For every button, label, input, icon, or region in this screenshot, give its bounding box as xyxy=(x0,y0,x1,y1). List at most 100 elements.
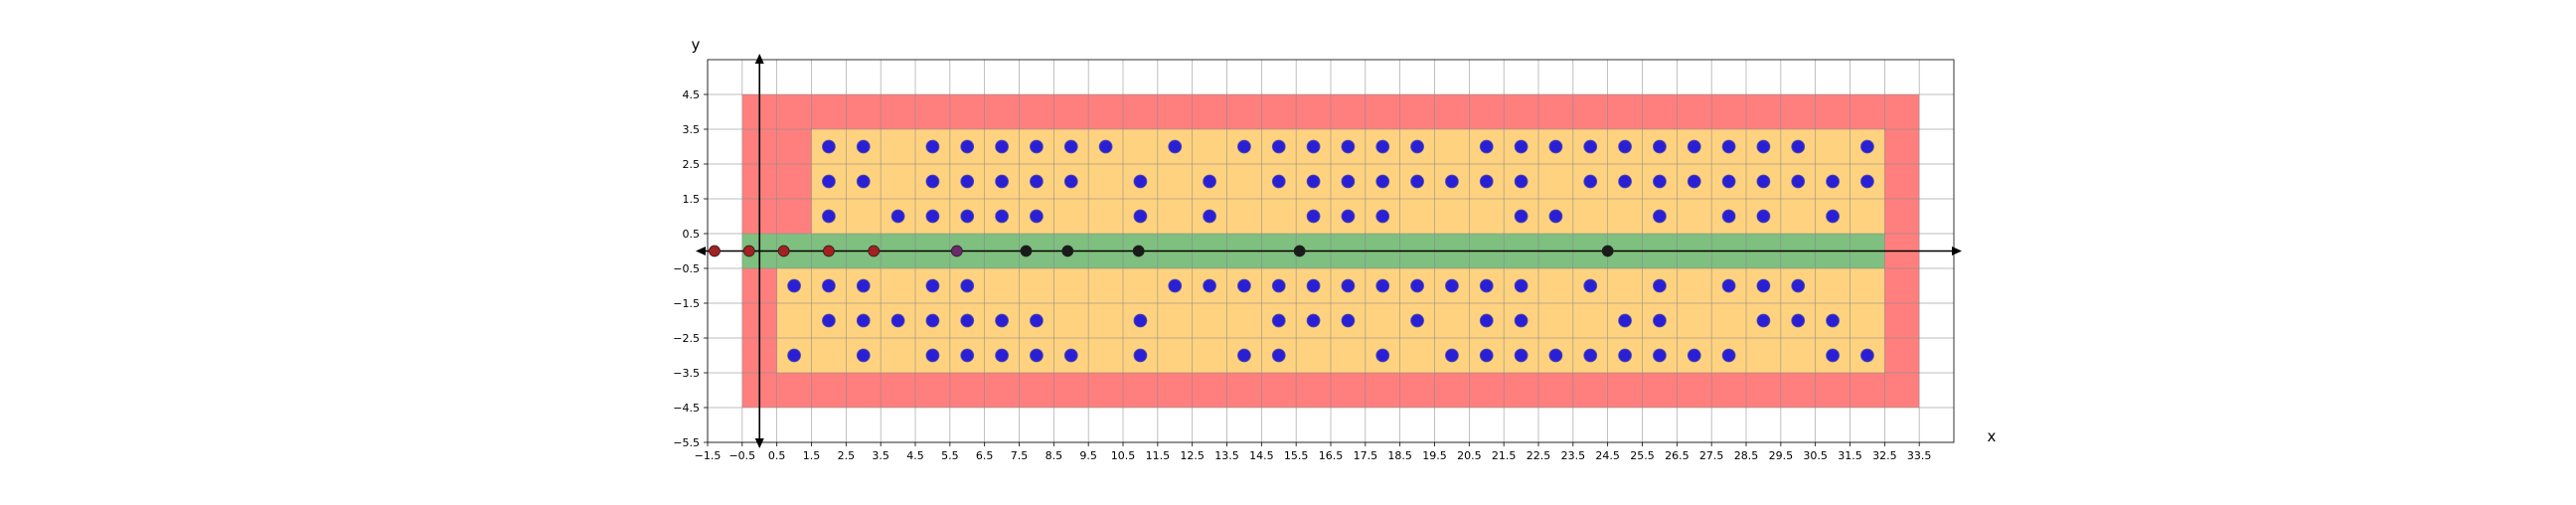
data-point xyxy=(1479,139,1494,154)
data-point xyxy=(1826,313,1840,328)
data-point xyxy=(1132,245,1145,257)
data-point xyxy=(1306,278,1321,293)
y-axis-label: y xyxy=(692,36,701,54)
data-point xyxy=(868,245,881,257)
x-tick-label: 11.5 xyxy=(1146,449,1171,462)
data-point xyxy=(1375,348,1390,363)
data-point xyxy=(890,313,905,328)
data-point xyxy=(823,245,835,257)
x-tick-label: 19.5 xyxy=(1422,449,1447,462)
data-point xyxy=(1514,209,1529,224)
y-tick-label: 1.5 xyxy=(683,193,701,206)
data-point xyxy=(1306,139,1321,154)
data-point xyxy=(960,348,975,363)
x-tick-label: 4.5 xyxy=(906,449,924,462)
data-point xyxy=(1548,348,1563,363)
data-point xyxy=(1271,139,1286,154)
data-point xyxy=(822,139,836,154)
data-point xyxy=(1271,313,1286,328)
data-point xyxy=(1756,313,1771,328)
x-axis-arrow-right xyxy=(1952,247,1962,255)
data-point xyxy=(822,313,836,328)
data-point xyxy=(1133,174,1148,189)
data-point xyxy=(1293,245,1306,257)
x-tick-label: 12.5 xyxy=(1180,449,1205,462)
data-point xyxy=(1375,174,1390,189)
data-point xyxy=(1133,348,1148,363)
x-tick-label: 14.5 xyxy=(1249,449,1274,462)
data-point xyxy=(1756,209,1771,224)
data-point xyxy=(1618,313,1632,328)
data-point xyxy=(856,174,871,189)
data-point xyxy=(925,209,940,224)
x-tick-label: 21.5 xyxy=(1492,449,1517,462)
data-point xyxy=(1271,348,1286,363)
x-axis-arrow-left xyxy=(696,247,706,255)
x-axis-label: x xyxy=(1988,427,1997,445)
data-point xyxy=(1826,209,1840,224)
data-point xyxy=(1030,209,1044,224)
x-tick-label: 24.5 xyxy=(1595,449,1620,462)
data-point xyxy=(1826,348,1840,363)
data-point xyxy=(1618,139,1632,154)
data-point xyxy=(1203,174,1216,189)
data-point xyxy=(1341,278,1356,293)
data-point xyxy=(1756,139,1771,154)
x-tick-label: 13.5 xyxy=(1214,449,1239,462)
data-point xyxy=(1375,139,1390,154)
data-point xyxy=(822,209,836,224)
data-point xyxy=(1756,174,1771,189)
data-point xyxy=(1098,139,1113,154)
y-tick-label: −1.5 xyxy=(673,297,700,310)
x-tick-label: 6.5 xyxy=(976,449,994,462)
data-point xyxy=(787,348,801,363)
x-tick-label: 2.5 xyxy=(838,449,856,462)
data-point xyxy=(1410,174,1424,189)
data-point xyxy=(1860,174,1874,189)
data-point xyxy=(1514,139,1529,154)
data-point xyxy=(1410,278,1424,293)
data-point xyxy=(1653,174,1667,189)
data-point xyxy=(1168,278,1183,293)
data-point xyxy=(1341,313,1356,328)
data-point xyxy=(1133,313,1148,328)
x-tick-label: 33.5 xyxy=(1907,449,1932,462)
data-point xyxy=(995,313,1009,328)
data-point xyxy=(856,139,871,154)
data-point xyxy=(787,278,801,293)
data-point xyxy=(1445,174,1459,189)
y-tick-label: −3.5 xyxy=(673,367,700,380)
data-point xyxy=(1618,348,1632,363)
y-tick-label: 2.5 xyxy=(683,158,701,171)
x-tick-label: 9.5 xyxy=(1079,449,1097,462)
data-point xyxy=(925,174,940,189)
data-point xyxy=(960,209,975,224)
x-tick-label: 7.5 xyxy=(1011,449,1029,462)
data-point xyxy=(925,313,940,328)
data-point xyxy=(1721,174,1736,189)
data-point xyxy=(995,139,1009,154)
data-point xyxy=(1721,348,1736,363)
x-tick-label: 26.5 xyxy=(1665,449,1690,462)
y-axis-arrow-up xyxy=(754,54,764,64)
data-point xyxy=(1306,313,1321,328)
data-point xyxy=(1791,313,1806,328)
y-tick-label: −4.5 xyxy=(673,402,700,415)
data-point xyxy=(1063,348,1078,363)
x-tick-label: 0.5 xyxy=(768,449,786,462)
x-tick-label: 5.5 xyxy=(941,449,959,462)
data-point xyxy=(1061,245,1074,257)
x-tick-label: 22.5 xyxy=(1527,449,1551,462)
data-point xyxy=(1445,278,1459,293)
data-point xyxy=(1583,348,1598,363)
data-point xyxy=(1203,209,1216,224)
data-point xyxy=(1721,209,1736,224)
data-point xyxy=(960,313,975,328)
data-point xyxy=(1514,278,1529,293)
data-point xyxy=(1687,139,1701,154)
data-point xyxy=(950,245,963,257)
data-point xyxy=(1860,348,1874,363)
x-tick-label: 3.5 xyxy=(872,449,889,462)
x-tick-label: 25.5 xyxy=(1630,449,1655,462)
